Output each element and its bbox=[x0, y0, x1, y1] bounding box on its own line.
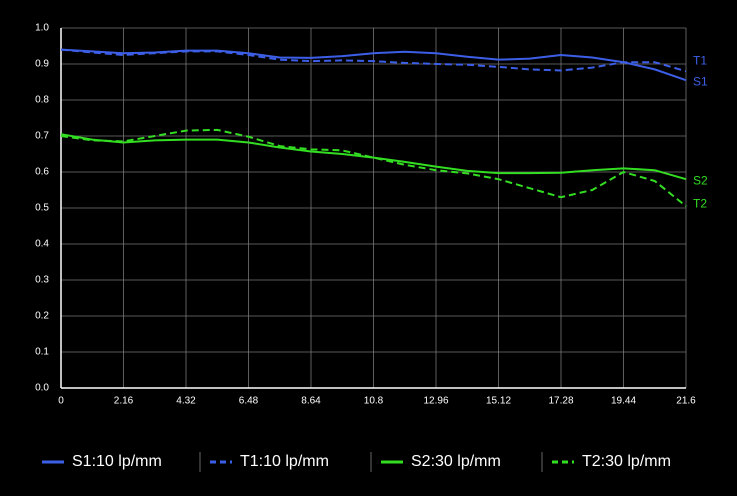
y-tick-label: 0.7 bbox=[35, 131, 49, 142]
x-tick-label: 12.96 bbox=[423, 396, 448, 407]
line-series bbox=[60, 128, 687, 207]
legend-label: T2:30 lp/mm bbox=[582, 453, 671, 470]
legend-label: S1:10 lp/mm bbox=[72, 453, 162, 470]
x-tick-label: 2.16 bbox=[114, 396, 134, 407]
end-label: T2 bbox=[693, 196, 707, 210]
x-tick-label: 17.28 bbox=[548, 396, 573, 407]
y-tick-label: 0.6 bbox=[35, 167, 49, 178]
x-tick-label: 19.44 bbox=[611, 396, 636, 407]
y-tick-label: 0.2 bbox=[35, 311, 49, 322]
y-tick-label: 1.0 bbox=[35, 23, 49, 34]
x-tick-label: 8.64 bbox=[301, 396, 321, 407]
y-tick-label: 0.4 bbox=[35, 239, 49, 250]
x-tick-label: 4.32 bbox=[176, 396, 196, 407]
legend-label: T1:10 lp/mm bbox=[240, 453, 329, 470]
y-tick-label: 0.9 bbox=[35, 59, 49, 70]
y-tick-label: 0.0 bbox=[35, 383, 49, 394]
x-tick-label: 15.12 bbox=[486, 396, 511, 407]
end-label: T1 bbox=[693, 53, 707, 67]
x-tick-label: 10.8 bbox=[364, 396, 384, 407]
x-tick-label: 0 bbox=[58, 396, 64, 407]
y-tick-label: 0.1 bbox=[35, 347, 49, 358]
y-tick-label: 0.8 bbox=[35, 95, 49, 106]
line-series bbox=[60, 133, 687, 181]
end-label: S2 bbox=[693, 173, 708, 187]
line-series bbox=[60, 48, 687, 73]
legend-label: S2:30 lp/mm bbox=[411, 453, 501, 470]
y-tick-label: 0.3 bbox=[35, 275, 49, 286]
x-tick-label: 21.6 bbox=[676, 396, 696, 407]
y-tick-label: 0.5 bbox=[35, 203, 49, 214]
x-tick-label: 6.48 bbox=[239, 396, 259, 407]
end-label: S1 bbox=[693, 74, 708, 88]
